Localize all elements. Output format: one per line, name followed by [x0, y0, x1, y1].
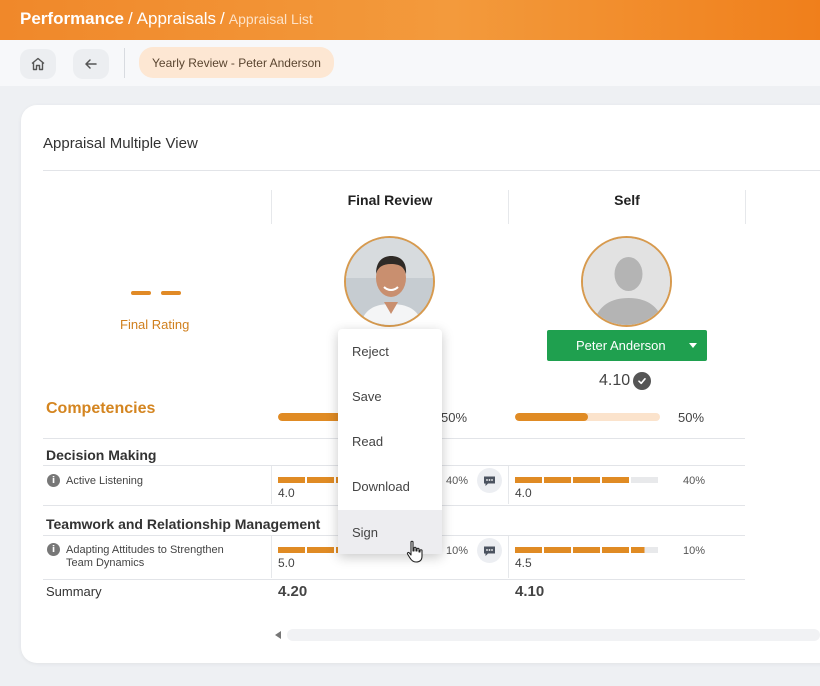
column-divider — [508, 466, 509, 504]
self-score-value: 4.10 — [599, 372, 631, 389]
rating-segment — [307, 547, 334, 553]
breadcrumb-appraisals[interactable]: Appraisals — [136, 9, 217, 28]
column-divider — [271, 190, 272, 224]
column-divider — [745, 190, 746, 224]
summary-label: Summary — [46, 584, 102, 599]
rating-segment — [515, 477, 542, 483]
column-divider — [508, 190, 509, 224]
rating-value: 5.0 — [278, 556, 295, 570]
competency-item-label: Active Listening — [66, 475, 144, 487]
check-circle-icon — [633, 372, 652, 390]
column-divider — [508, 536, 509, 578]
breadcrumb-separator: / — [220, 9, 225, 28]
rating-segment — [573, 547, 600, 553]
chat-bubble-icon — [484, 476, 495, 486]
rating-value: 4.0 — [515, 486, 532, 500]
comment-button[interactable] — [477, 538, 502, 563]
column-header-self: Self — [614, 192, 640, 208]
caret-down-icon — [689, 343, 697, 348]
user-select-label: Peter Anderson — [576, 338, 666, 353]
menu-item-save[interactable]: Save — [352, 388, 382, 404]
review-chip[interactable]: Yearly Review - Peter Anderson — [139, 47, 334, 78]
menu-item-reject[interactable]: Reject — [352, 343, 389, 359]
summary-final-review: 4.20 — [278, 583, 308, 600]
breadcrumb-appraisal-list[interactable]: Appraisal List — [228, 11, 313, 27]
rating-pct: 10% — [446, 545, 469, 557]
rating-segment — [602, 547, 629, 553]
rating-segment — [631, 547, 658, 553]
rating-segment — [602, 477, 629, 483]
competency-item-label-line1: Adapting Attitudes to Strengthen — [66, 544, 224, 556]
comment-button[interactable] — [477, 468, 502, 493]
info-icon[interactable]: i — [47, 474, 60, 487]
rating-bar-self — [515, 547, 660, 553]
divider — [43, 170, 820, 171]
top-bar: Performance / Appraisals / Appraisal List — [0, 0, 820, 40]
user-placeholder-icon — [583, 238, 670, 325]
final-rating-label: Final Rating — [120, 317, 190, 332]
info-icon[interactable]: i — [47, 543, 60, 556]
menu-item-sign[interactable]: Sign — [338, 510, 442, 554]
competencies-label: Competencies — [46, 400, 156, 417]
progress-fill — [515, 413, 588, 421]
toolbar: Yearly Review - Peter Anderson — [0, 40, 820, 86]
rating-segment — [544, 477, 571, 483]
competencies-self-progress — [515, 413, 660, 421]
menu-item-read[interactable]: Read — [352, 433, 384, 449]
action-menu: Reject Save Read Download Sign — [338, 329, 442, 554]
competencies-final-review-pct: 50% — [441, 410, 468, 425]
summary-self: 4.10 — [515, 583, 545, 600]
rating-segment — [278, 547, 305, 553]
home-icon — [31, 57, 45, 71]
competencies-self-pct: 50% — [678, 410, 705, 425]
home-button[interactable] — [20, 49, 56, 79]
column-divider — [271, 536, 272, 578]
hand-pointer-cursor-icon — [406, 540, 423, 563]
scroll-left-arrow-icon[interactable] — [275, 631, 281, 639]
back-button[interactable] — [73, 49, 109, 79]
competency-item-label: Adapting Attitudes to Strengthen Team Dy… — [66, 544, 224, 570]
arrow-left-icon — [85, 59, 97, 69]
self-score: 4.10 — [599, 372, 652, 390]
toolbar-divider — [124, 48, 125, 78]
section-title: Decision Making — [46, 447, 157, 463]
rating-segment — [573, 477, 600, 483]
final-rating-empty-indicator — [131, 291, 183, 296]
competency-item-label-line2: Team Dynamics — [66, 557, 145, 569]
rating-pct: 40% — [683, 475, 706, 487]
rating-segment — [631, 477, 658, 483]
section-title: Teamwork and Relationship Management — [46, 516, 321, 532]
divider — [43, 579, 745, 580]
rating-segment — [278, 477, 305, 483]
rating-pct: 40% — [446, 475, 469, 487]
self-avatar — [581, 236, 672, 327]
horizontal-scrollbar[interactable] — [287, 629, 820, 641]
rating-segment — [544, 547, 571, 553]
rating-pct: 10% — [683, 545, 706, 557]
column-header-final-review: Final Review — [347, 192, 433, 208]
breadcrumb: Performance / Appraisals / Appraisal List — [20, 9, 313, 29]
rating-value: 4.5 — [515, 556, 532, 570]
chat-bubble-icon — [484, 546, 495, 556]
menu-item-download[interactable]: Download — [352, 478, 410, 494]
rating-segment — [515, 547, 542, 553]
reviewer-avatar — [344, 236, 435, 327]
rating-bar-self — [515, 477, 660, 483]
column-divider — [271, 466, 272, 504]
breadcrumb-separator: / — [127, 9, 133, 28]
rating-value: 4.0 — [278, 486, 295, 500]
progress-fill — [278, 413, 351, 421]
card-title: Appraisal Multiple View — [43, 135, 198, 152]
breadcrumb-performance[interactable]: Performance — [20, 9, 124, 28]
rating-segment — [307, 477, 334, 483]
user-select-button[interactable]: Peter Anderson — [547, 330, 707, 361]
person-photo-icon — [346, 238, 433, 325]
